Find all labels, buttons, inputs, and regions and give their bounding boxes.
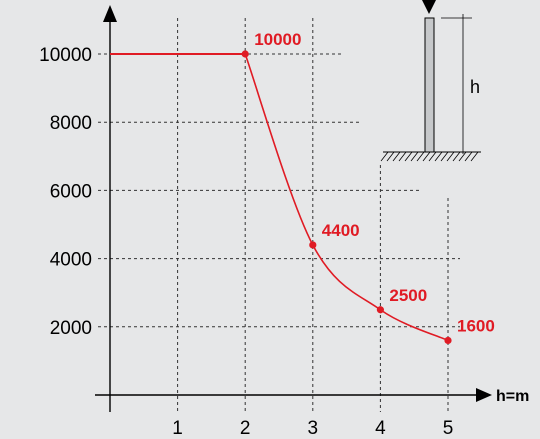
hatch-stroke <box>392 151 401 162</box>
hatch-stroke <box>404 151 413 162</box>
hatch-stroke <box>386 151 395 162</box>
column <box>424 17 435 153</box>
data-point <box>309 241 317 249</box>
x-tick-label: 2 <box>240 418 251 439</box>
hatch-stroke <box>422 151 431 162</box>
data-label: 10000 <box>254 30 301 49</box>
hatch-stroke <box>398 151 407 162</box>
y-tick-label: 2000 <box>50 318 92 339</box>
series-layer <box>110 50 452 345</box>
x-axis-label: h=m <box>496 388 529 405</box>
grid-lines <box>98 18 460 412</box>
hatch-stroke <box>470 151 479 162</box>
x-tick-label: 5 <box>443 418 454 439</box>
data-label: 1600 <box>457 316 495 335</box>
tick-labels: 2000 4000 6000 8000 10000 1 2 3 4 5 <box>39 45 453 439</box>
hatch-stroke <box>452 151 461 162</box>
hatch-stroke <box>434 151 443 162</box>
hatch-stroke <box>440 151 449 162</box>
data-point <box>241 50 249 58</box>
y-tick-label: 4000 <box>50 250 92 271</box>
hatch-stroke <box>416 151 425 162</box>
y-tick-label: 10000 <box>39 45 92 66</box>
data-point <box>376 306 384 314</box>
x-tick-label: 3 <box>308 418 319 439</box>
y-tick-label: 6000 <box>50 181 92 202</box>
hatch-stroke <box>410 151 419 162</box>
y-axis-arrow <box>103 5 117 22</box>
hatch-stroke <box>464 151 473 162</box>
axes: h=m <box>95 5 529 412</box>
data-point <box>444 336 452 345</box>
data-label: 2500 <box>389 286 427 305</box>
column-sketch: h <box>380 0 481 162</box>
x-tick-label: 4 <box>375 418 386 439</box>
height-label: h <box>470 77 480 97</box>
x-tick-label: 1 <box>172 418 183 439</box>
hatch-stroke <box>458 151 467 162</box>
hatch-stroke <box>380 151 389 162</box>
hatch-stroke <box>428 151 437 162</box>
load-arrow-icon <box>422 0 436 14</box>
data-label: 4400 <box>322 221 360 240</box>
x-axis-arrow <box>476 388 492 402</box>
hatch-stroke <box>446 151 455 162</box>
ground-hatch <box>380 151 479 162</box>
y-tick-label: 8000 <box>50 113 92 134</box>
series-line-curve <box>244 53 449 342</box>
data-labels: 10000 4400 2500 1600 <box>254 30 495 335</box>
